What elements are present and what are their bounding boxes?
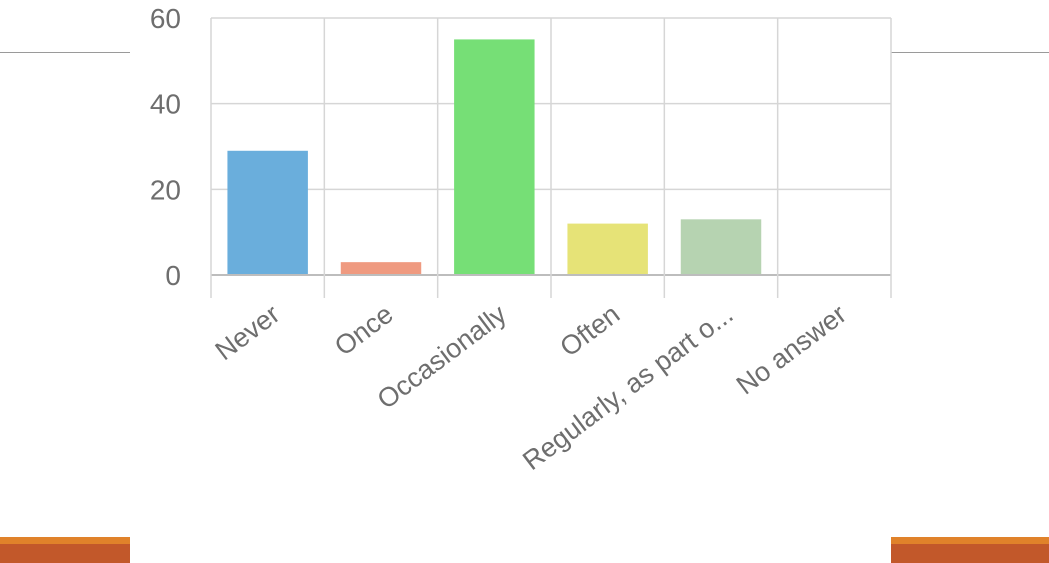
accent-band-left	[0, 537, 130, 563]
y-tick-label: 0	[165, 260, 181, 291]
accent-band-left-bottom	[0, 544, 130, 563]
bar	[567, 223, 648, 274]
y-tick-label: 40	[150, 89, 181, 120]
bar	[680, 219, 762, 274]
y-tick-label: 60	[150, 3, 181, 34]
accent-band-left-top	[0, 537, 130, 544]
accent-band-right	[891, 537, 1049, 563]
slide-divider-right	[891, 52, 1049, 53]
slide-divider-left	[0, 52, 130, 53]
y-tick-label: 20	[150, 174, 181, 205]
accent-band-right-top	[891, 537, 1049, 544]
bar	[227, 150, 308, 274]
bar	[340, 262, 422, 274]
bar	[454, 39, 535, 274]
accent-band-right-bottom	[891, 544, 1049, 563]
